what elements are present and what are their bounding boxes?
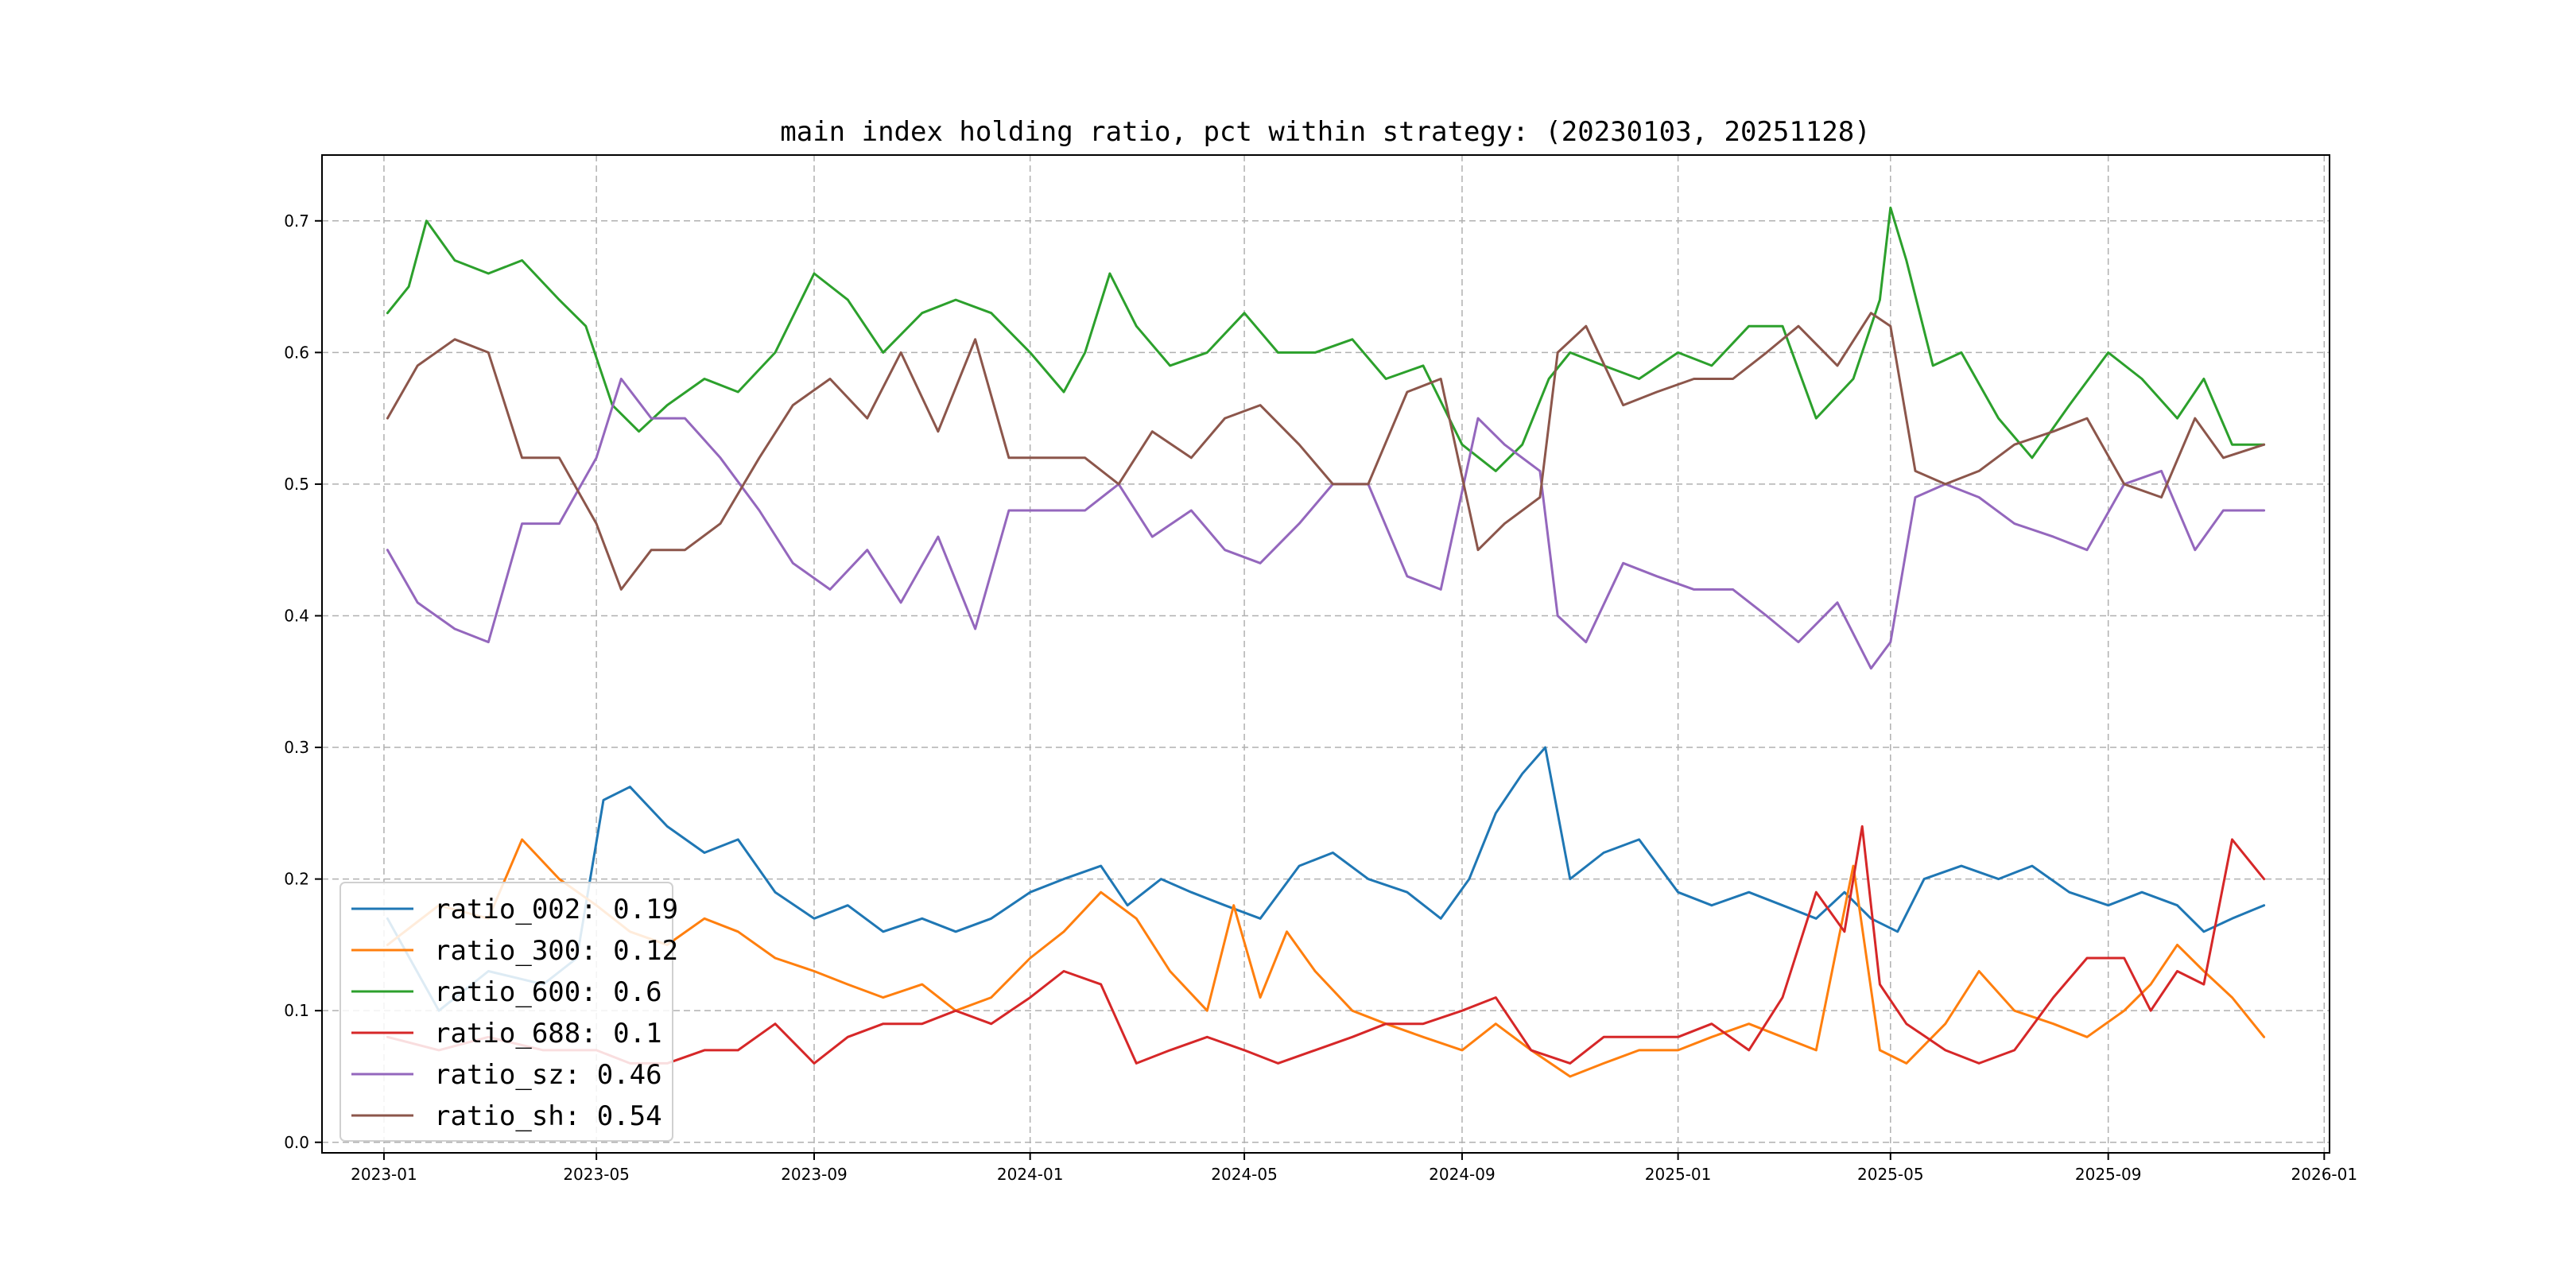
legend: ratio_002: 0.19 ratio_300: 0.12 ratio_60… [339,882,678,1142]
chart-title: main index holding ratio, pct within str… [780,116,1870,148]
legend-label-ratio-002: ratio_002: 0.19 [434,894,678,925]
series-lines [386,206,2266,1078]
x-tick-label-2024-05: 2024-05 [1211,1165,1278,1184]
x-tick-label-2024-01: 2024-01 [997,1165,1064,1184]
series-line-ratio-300 [386,838,2266,1078]
y-tick-label-0-5: 0.5 [284,475,309,494]
plot-frame [321,154,2330,1154]
legend-label-ratio-688: ratio_688: 0.1 [434,1018,662,1049]
series-line-ratio-600 [386,206,2266,472]
y-tick-label-0-0: 0.0 [284,1133,309,1152]
legend-label-ratio-sz: ratio_sz: 0.46 [434,1059,662,1091]
axis-ticks: 2023-01 2023-05 2023-09 2024-01 2024-05 2024-… [284,211,2357,1184]
x-tick-label-2026-01: 2026-01 [2291,1165,2358,1184]
x-tick-label-2025-09: 2025-09 [2075,1165,2142,1184]
x-tick-label-2024-09: 2024-09 [1429,1165,1496,1184]
legend-label-ratio-sh: ratio_sh: 0.54 [434,1100,662,1132]
y-tick-label-0-6: 0.6 [284,343,309,362]
x-tick-label-2023-05: 2023-05 [563,1165,630,1184]
y-tick-label-0-1: 0.1 [284,1001,309,1020]
x-tick-label-2025-05: 2025-05 [1857,1165,1924,1184]
legend-box [339,882,673,1142]
x-tick-label-2023-09: 2023-09 [781,1165,848,1184]
legend-label-ratio-300: ratio_300: 0.12 [434,935,678,967]
y-tick-label-0-4: 0.4 [284,606,309,625]
series-line-ratio-002 [386,746,2266,1012]
y-tick-label-0-3: 0.3 [284,738,309,757]
x-tick-label-2023-01: 2023-01 [351,1165,417,1184]
y-tick-label-0-7: 0.7 [284,211,309,231]
x-tick-label-2025-01: 2025-01 [1645,1165,1712,1184]
series-line-ratio-sh [386,312,2266,591]
legend-label-ratio-600: ratio_600: 0.6 [434,976,662,1008]
series-line-ratio-688 [386,824,2266,1065]
y-tick-label-0-2: 0.2 [284,870,309,889]
